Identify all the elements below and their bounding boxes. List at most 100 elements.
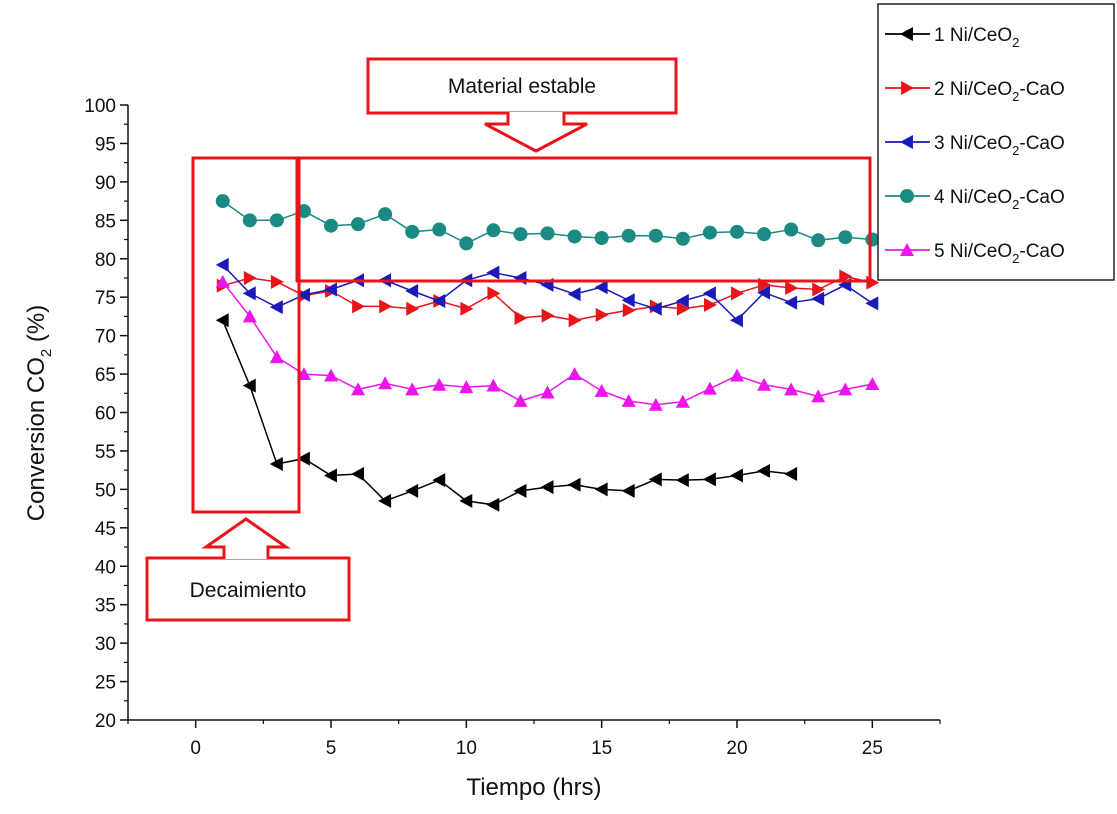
series-3-point — [811, 291, 825, 306]
series-4-point — [567, 229, 582, 244]
series-3-point — [296, 287, 310, 302]
series-3-point — [730, 313, 743, 328]
callout-material-estable-label: Material estable — [448, 75, 596, 98]
y-axis-title-main: Conversion CO — [23, 357, 50, 521]
series-4-point — [811, 233, 826, 248]
series-2-point — [243, 270, 257, 285]
series-4-point — [594, 230, 609, 245]
series-3-point — [675, 294, 689, 309]
series-4-point — [242, 213, 257, 228]
legend-label-main: 4 Ni/CeO — [934, 187, 1012, 208]
series-4-point — [730, 224, 744, 239]
y-tick-label: 60 — [95, 404, 116, 425]
series-1-point — [242, 378, 256, 393]
y-tick-label: 35 — [95, 596, 116, 617]
series-5-point — [730, 368, 744, 382]
series-5-point — [865, 377, 880, 391]
series-3-point — [242, 286, 256, 301]
series-5-point — [513, 393, 528, 407]
series-4-point — [702, 225, 717, 240]
series-1-point — [757, 463, 771, 478]
series-1-point — [486, 497, 500, 512]
series-4-point — [648, 228, 663, 243]
series-4-point — [838, 230, 853, 245]
legend-entry-4: 4 Ni/CeO2-CaO — [885, 187, 1065, 212]
legend-label-subscript: 2 — [1012, 197, 1019, 212]
series-5-point — [269, 350, 284, 364]
series-1-line — [222, 320, 792, 506]
stable-region-box — [295, 156, 872, 283]
series-2-point — [406, 301, 420, 316]
x-tick-label: 5 — [326, 738, 337, 759]
legend-entry-2: 2 Ni/CeO2-CaO — [885, 79, 1065, 104]
series-4-point — [459, 236, 474, 251]
series-3-point — [702, 286, 716, 301]
series-layer — [215, 194, 880, 512]
series-1-point — [784, 467, 798, 481]
callout-material-estable: Material estable — [366, 57, 678, 153]
series-2-point — [785, 280, 799, 295]
legend-label-subscript: 2 — [1012, 143, 1019, 158]
x-tick-label: 15 — [591, 738, 612, 759]
callout-down-arrow — [484, 112, 588, 153]
series-5-point — [378, 376, 393, 390]
series-4-point — [405, 224, 420, 239]
series-4 — [215, 194, 880, 251]
y-tick-label: 95 — [95, 134, 116, 155]
series-1-point — [296, 451, 310, 466]
legend-label: 2 Ni/CeO2-CaO — [934, 79, 1065, 104]
series-5-point — [621, 393, 636, 407]
y-tick-label: 55 — [95, 442, 116, 463]
y-tick-label: 65 — [95, 365, 116, 386]
callout-decaimiento: Decaimiento — [145, 517, 351, 622]
series-4-point — [324, 218, 338, 233]
series-2-point — [487, 286, 501, 301]
series-5-point — [675, 394, 690, 408]
y-tick-label: 90 — [95, 173, 116, 194]
legend-swatch-marker — [900, 189, 914, 203]
series-5-point — [702, 381, 717, 395]
series-1-point — [513, 483, 527, 498]
series-5-point — [648, 397, 663, 411]
y-axis-title-subscript: 2 — [38, 349, 55, 357]
series-4-point — [269, 213, 284, 228]
legend-label-suffix: -CaO — [1019, 187, 1064, 208]
series-1-point — [215, 313, 229, 328]
series-4-point — [784, 222, 799, 237]
legend-label-subscript: 2 — [1012, 89, 1019, 104]
decay-region-box — [191, 156, 301, 514]
callout-decaimiento-box — [145, 556, 351, 622]
series-5-point — [486, 378, 501, 392]
series-1-point — [621, 483, 635, 498]
series-5-point — [351, 382, 366, 396]
series-3-point — [757, 285, 771, 300]
series-2-point — [676, 301, 690, 316]
callout-material-estable-box — [366, 57, 678, 115]
series-5-point — [784, 382, 799, 396]
series-4-point — [351, 217, 366, 232]
series-1-point — [730, 468, 743, 483]
legend-label-main: 2 Ni/CeO — [934, 79, 1012, 100]
legend-label: 1 Ni/CeO2 — [934, 25, 1019, 50]
series-4-point — [432, 222, 447, 237]
series-4-point — [757, 227, 772, 242]
y-tick-label: 70 — [95, 327, 116, 348]
series-2-point — [270, 274, 284, 289]
series-5-point — [432, 377, 447, 391]
series-1-point — [567, 477, 581, 492]
series-2-point — [541, 308, 555, 323]
series-5-point — [215, 274, 230, 288]
series-5-point — [811, 389, 826, 403]
series-4-point — [215, 194, 230, 209]
series-3-point — [594, 280, 608, 295]
series-1-point — [432, 473, 446, 488]
series-4-point — [540, 226, 555, 241]
legend-label-subscript: 2 — [1012, 251, 1019, 266]
legend-label-suffix: -CaO — [1019, 133, 1064, 154]
callout-decaimiento-label: Decaimiento — [190, 579, 307, 602]
series-5-point — [540, 385, 555, 399]
y-tick-label: 20 — [95, 711, 116, 732]
legend-swatch-marker — [900, 243, 914, 256]
series-2-point — [703, 297, 717, 312]
